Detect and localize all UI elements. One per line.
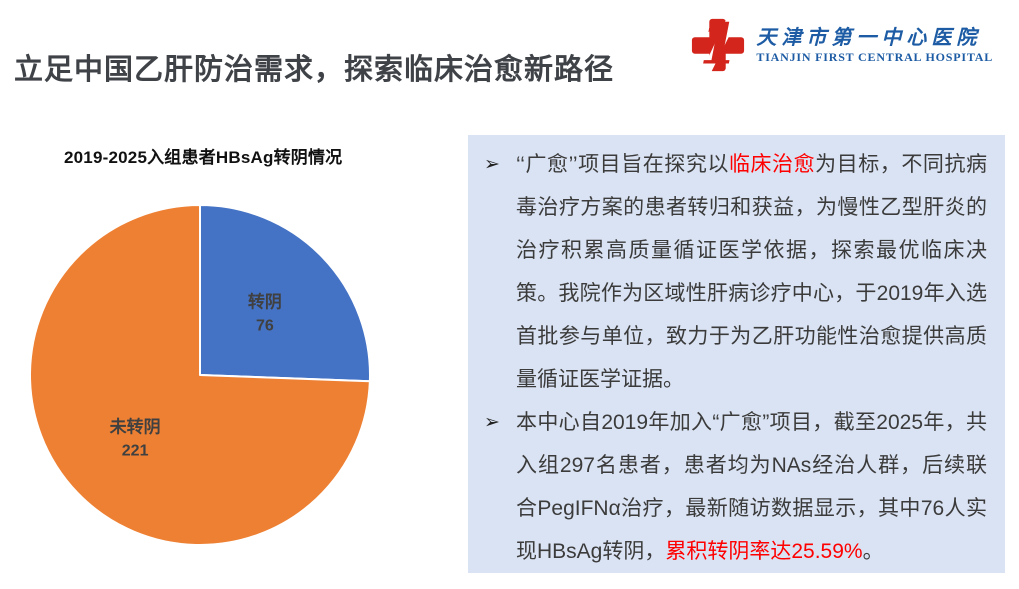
pie-chart: 转阴 76 未转阴 221 — [8, 186, 412, 570]
note-bullet: ➢ 本中心自2019年加入“广愈”项目，截至2025年，共入组297名患者，患者均… — [476, 401, 987, 573]
chart-title: 2019-2025入组患者HBsAg转阴情况 — [64, 148, 343, 167]
hospital-name-en: TIANJIN FIRST CENTRAL HOSPITAL — [756, 50, 993, 65]
bullet-arrow-icon: ➢ — [484, 412, 500, 433]
svg-text:1: 1 — [700, 14, 739, 76]
hospital-logo-icon: 1 — [692, 14, 745, 76]
notes-box: ➢ ‘‘广愈’’项目旨在探究以临床治愈为目标，不同抗病毒治疗方案的患者转归和获益，… — [468, 135, 1005, 573]
hospital-logo-text: 天津市第一中心医院 TIANJIN FIRST CENTRAL HOSPITAL — [756, 25, 993, 64]
note-text-segment: 累积转阴率达25.59% — [665, 540, 863, 563]
note-bullet: ➢ ‘‘广愈’’项目旨在探究以临床治愈为目标，不同抗病毒治疗方案的患者转归和获益，… — [476, 143, 987, 401]
hospital-name-cn: 天津市第一中心医院 — [756, 25, 982, 50]
page-title: 立足中国乙肝防治需求，探索临床治愈新路径 — [14, 54, 615, 86]
pie-slice-label: 未转阴 221 — [109, 417, 161, 460]
bullet-arrow-icon: ➢ — [484, 154, 500, 175]
hospital-logo: 1 天津市第一中心医院 TIANJIN FIRST CENTRAL HOSPIT… — [690, 14, 993, 76]
pie-slice — [199, 204, 371, 383]
note-text-segment: 为目标，不同抗病毒治疗方案的患者转归和获益，为慢性乙型肝炎的治疗积累高质量循证医… — [516, 153, 988, 391]
pie-slice — [29, 204, 371, 546]
pie-slice-label: 转阴 76 — [248, 291, 282, 334]
note-text-segment: 本中心自2019年加入“广愈”项目，截至2025年，共入组297名患者，患者均为… — [516, 411, 987, 563]
note-text-segment: 临床治愈 — [728, 153, 816, 176]
pie-chart-svg: 转阴 76 未转阴 221 — [29, 204, 371, 546]
note-text-segment: ‘‘广愈’’项目旨在探究以 — [516, 153, 729, 176]
notes-list: ➢ ‘‘广愈’’项目旨在探究以临床治愈为目标，不同抗病毒治疗方案的患者转归和获益，… — [476, 143, 987, 573]
note-text-segment: 。 — [862, 540, 884, 563]
